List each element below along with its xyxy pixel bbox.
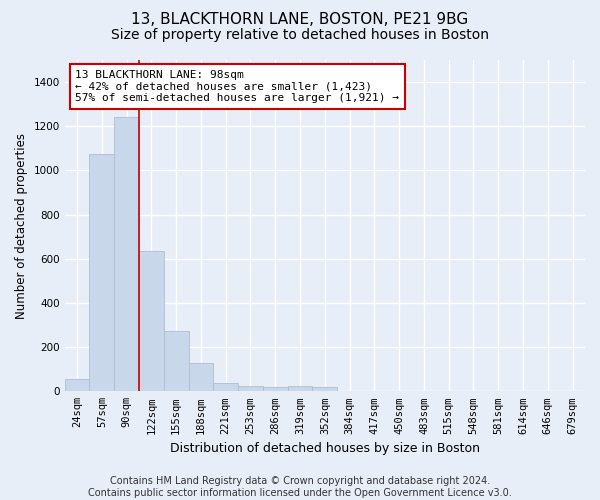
Bar [114, 118, 139, 392]
Text: 13, BLACKTHORN LANE, BOSTON, PE21 9BG: 13, BLACKTHORN LANE, BOSTON, PE21 9BG [131, 12, 469, 28]
Bar [238, 386, 263, 392]
Bar [65, 379, 89, 392]
Text: Contains HM Land Registry data © Crown copyright and database right 2024.
Contai: Contains HM Land Registry data © Crown c… [88, 476, 512, 498]
Y-axis label: Number of detached properties: Number of detached properties [15, 132, 28, 318]
Text: 13 BLACKTHORN LANE: 98sqm
← 42% of detached houses are smaller (1,423)
57% of se: 13 BLACKTHORN LANE: 98sqm ← 42% of detac… [75, 70, 399, 103]
Bar [287, 386, 313, 392]
Bar [89, 154, 114, 392]
Text: Size of property relative to detached houses in Boston: Size of property relative to detached ho… [111, 28, 489, 42]
Bar [164, 330, 188, 392]
Bar [139, 251, 164, 392]
Bar [188, 362, 214, 392]
Bar [214, 383, 238, 392]
X-axis label: Distribution of detached houses by size in Boston: Distribution of detached houses by size … [170, 442, 480, 455]
Bar [263, 388, 287, 392]
Bar [313, 388, 337, 392]
